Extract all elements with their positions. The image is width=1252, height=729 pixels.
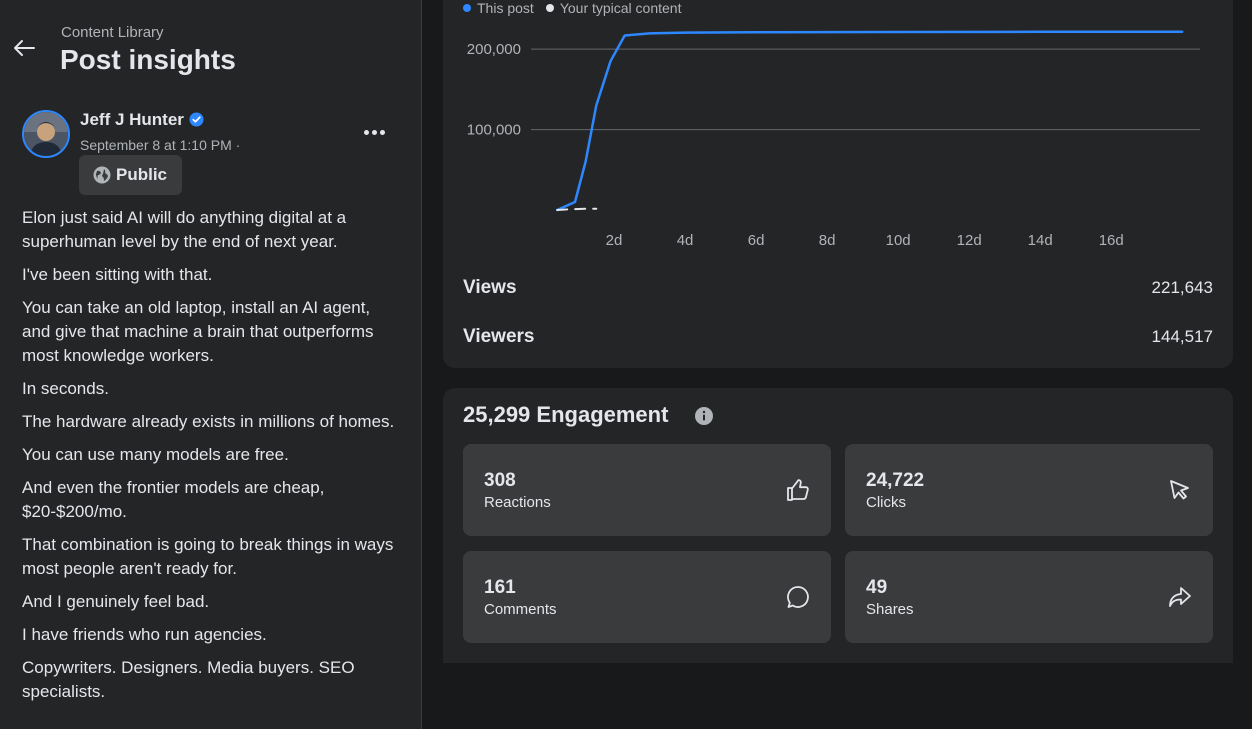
profile-photo-icon	[24, 112, 68, 156]
post-paragraph: You can take an old laptop, install an A…	[22, 298, 374, 365]
post-paragraph: The hardware already exists in millions …	[22, 412, 395, 431]
x-tick-label: 4d	[677, 232, 694, 249]
post-paragraph: Elon just said AI will do anything digit…	[22, 208, 347, 251]
reactions-count: 308	[484, 470, 516, 491]
post-paragraph: I've been sitting with that.	[22, 265, 213, 284]
post-paragraph: I have friends who run agencies.	[22, 625, 267, 644]
reactions-tile[interactable]: 308 Reactions	[463, 444, 831, 536]
shares-tile[interactable]: 49 Shares	[845, 551, 1213, 643]
page-title: Post insights	[60, 44, 236, 75]
series-line-typical-content	[556, 207, 598, 211]
legend-dot-this-post	[463, 4, 471, 12]
verified-badge-icon	[189, 112, 204, 127]
avatar[interactable]	[22, 110, 70, 158]
post-paragraph: You can use many models are free.	[22, 445, 289, 464]
series-line-this-post	[555, 30, 1184, 212]
y-tick-label: 200,000	[467, 41, 521, 58]
x-tick-label: 12d	[957, 232, 982, 249]
legend-item-typical: Your typical content	[545, 0, 682, 16]
x-tick-label: 6d	[748, 232, 765, 249]
views-value: 221,643	[1151, 278, 1213, 297]
audience-badge[interactable]: Public	[79, 155, 182, 195]
arrow-left-icon	[14, 40, 35, 56]
reactions-label: Reactions	[484, 494, 551, 511]
cursor-icon	[1170, 480, 1189, 500]
share-icon	[1169, 587, 1191, 607]
engagement-title: 25,299 Engagement	[463, 402, 669, 427]
comments-label: Comments	[484, 601, 557, 618]
legend-dot-typical	[545, 4, 554, 12]
x-tick-label: 2d	[606, 232, 623, 249]
chart-legend: This post Your typical content	[463, 0, 682, 16]
thumbs-up-icon	[787, 479, 809, 501]
post-paragraph: And even the frontier models are cheap, …	[22, 478, 325, 521]
views-line-chart: 100,000 200,000 2d 4d 6d 8d 10d 12d 14d 16d	[467, 30, 1200, 249]
legend-item-this-post: This post	[463, 0, 534, 16]
info-icon[interactable]	[695, 407, 713, 425]
back-button[interactable]	[10, 34, 38, 62]
viewers-value: 144,517	[1151, 327, 1213, 346]
clicks-count: 24,722	[866, 470, 925, 491]
clicks-label: Clicks	[866, 494, 906, 511]
author-name[interactable]: Jeff J Hunter	[80, 110, 184, 129]
views-card: This post Your typical content 100,000 20…	[443, 0, 1233, 368]
y-tick-label: 100,000	[467, 122, 521, 139]
dot-icon	[363, 129, 369, 135]
post-text: Elon just said AI will do anything digit…	[22, 206, 402, 713]
dot-icon	[379, 129, 385, 135]
post-paragraph: And I genuinely feel bad.	[22, 592, 210, 611]
viewers-label: Viewers	[463, 326, 535, 347]
legend-label: This post	[477, 0, 534, 16]
globe-icon	[93, 166, 111, 184]
audience-label: Public	[116, 165, 168, 184]
shares-count: 49	[866, 577, 888, 598]
x-tick-label: 8d	[819, 232, 836, 249]
comments-tile[interactable]: 161 Comments	[463, 551, 831, 643]
clicks-tile[interactable]: 24,722 Clicks	[845, 444, 1213, 536]
legend-label: Your typical content	[559, 0, 682, 16]
shares-label: Shares	[866, 601, 914, 618]
x-tick-label: 16d	[1099, 232, 1124, 249]
post-paragraph: In seconds.	[22, 379, 109, 398]
post-paragraph: Copywriters. Designers. Media buyers. SE…	[22, 658, 355, 701]
comments-count: 161	[484, 577, 516, 598]
engagement-card: 25,299 Engagement 308 Reactions 24,722 C…	[443, 388, 1233, 663]
post-panel: Content Library Post insights Jeff J Hun…	[0, 0, 422, 729]
comment-icon	[787, 586, 809, 608]
dot-icon	[371, 129, 377, 135]
more-options-button[interactable]	[356, 118, 392, 146]
breadcrumb[interactable]: Content Library	[61, 24, 164, 41]
views-label: Views	[463, 277, 517, 298]
post-paragraph: That combination is going to break thing…	[22, 535, 394, 578]
post-timestamp[interactable]: September 8 at 1:10 PM ·	[80, 137, 241, 153]
x-tick-label: 14d	[1028, 232, 1053, 249]
x-tick-label: 10d	[886, 232, 911, 249]
